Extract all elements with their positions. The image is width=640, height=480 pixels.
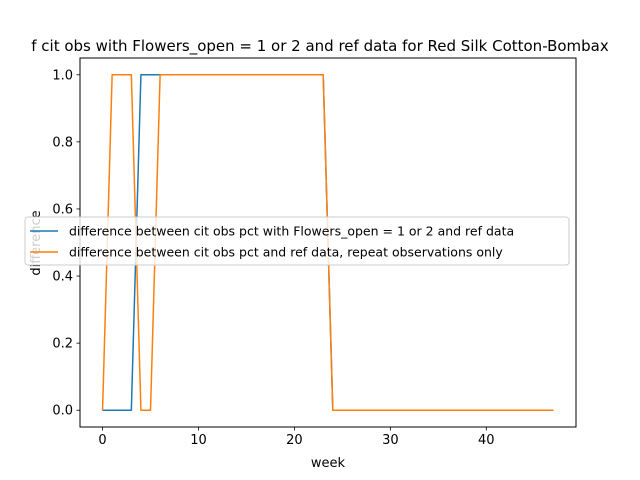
legend-label-2: difference between cit obs pct and ref d… [69, 245, 503, 260]
x-tick-label: 20 [286, 433, 303, 448]
y-tick-label: 1.0 [52, 68, 73, 83]
x-axis-label: week [311, 456, 346, 471]
legend-label-1: difference between cit obs pct with Flow… [69, 224, 514, 239]
x-tick-label: 40 [478, 433, 495, 448]
y-tick-label: 0.8 [52, 135, 73, 150]
y-tick-label: 0.2 [52, 337, 73, 352]
y-tick-label: 0.6 [52, 202, 73, 217]
y-tick-label: 0.4 [52, 270, 73, 285]
y-tick-label: 0.0 [52, 404, 73, 419]
x-tick-label: 0 [98, 433, 106, 448]
chart-title: f cit obs with Flowers_open = 1 or 2 and… [31, 37, 609, 56]
x-tick-label: 30 [382, 433, 399, 448]
x-tick-label: 10 [190, 433, 207, 448]
legend-box [24, 216, 570, 266]
